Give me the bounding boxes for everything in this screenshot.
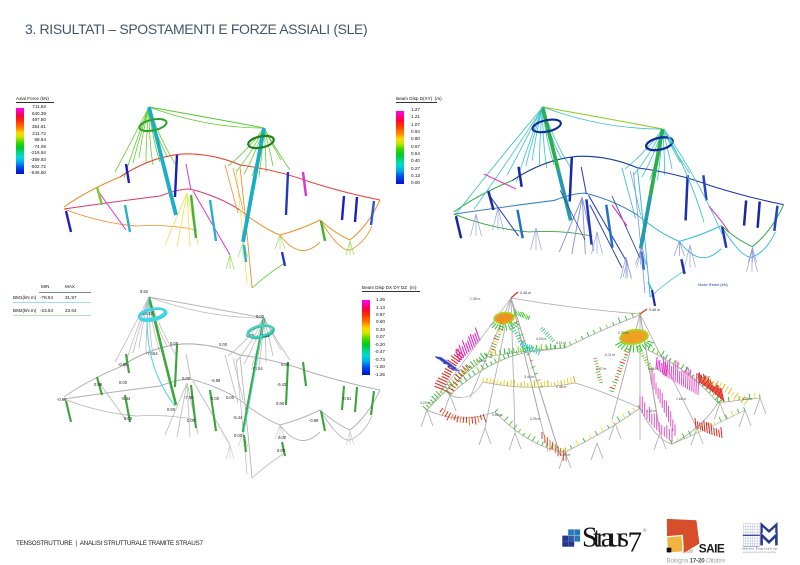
- svg-text:0.00: 0.00: [219, 342, 228, 347]
- svg-text:-0.98: -0.98: [118, 362, 128, 367]
- svg-text:SAIE: SAIE: [699, 542, 725, 556]
- svg-text:7: 7: [628, 527, 643, 559]
- svg-text:0.00: 0.00: [278, 435, 287, 440]
- svg-text:0.00: 0.00: [234, 433, 243, 438]
- svg-text:9.92: 9.92: [140, 289, 149, 294]
- svg-text:4.64 m: 4.64 m: [476, 359, 487, 363]
- svg-text:4.07 m: 4.07 m: [596, 367, 607, 371]
- svg-text:-0.98: -0.98: [57, 397, 67, 402]
- svg-text:Node React (kN): Node React (kN): [698, 282, 728, 287]
- svg-text:0.88 m: 0.88 m: [492, 413, 503, 417]
- svg-text:0.00: 0.00: [281, 362, 290, 367]
- svg-text:0.90: 0.90: [276, 401, 285, 406]
- svg-text:Matteo Engineering: Matteo Engineering: [743, 547, 777, 551]
- svg-text:-6.98: -6.98: [211, 378, 221, 383]
- svg-text:0.46 m: 0.46 m: [556, 385, 567, 389]
- svg-text:0.36 m: 0.36 m: [648, 367, 659, 371]
- svg-text:0.00: 0.00: [211, 396, 220, 401]
- svg-text:-5.44: -5.44: [233, 415, 243, 420]
- svg-text:0.00: 0.00: [226, 395, 235, 400]
- svg-text:2018: 2018: [683, 548, 693, 553]
- svg-text:engineering and consulting: engineering and consulting: [743, 550, 777, 554]
- svg-text:0.48 m: 0.48 m: [649, 308, 660, 312]
- svg-text:-0.91: -0.91: [342, 396, 352, 401]
- svg-text:®: ®: [643, 527, 647, 533]
- svg-text:3.23 m: 3.23 m: [700, 375, 711, 379]
- svg-text:0.30 m: 0.30 m: [618, 331, 629, 335]
- svg-text:0.99: 0.99: [94, 382, 103, 387]
- svg-text:-7.00: -7.00: [184, 395, 194, 400]
- svg-text:0.90: 0.90: [167, 407, 176, 412]
- svg-text:0.00: 0.00: [256, 314, 265, 319]
- svg-text:0.05 m: 0.05 m: [560, 453, 571, 457]
- svg-text:Straus: Straus: [582, 523, 629, 554]
- svg-text:0.00: 0.00: [187, 418, 196, 423]
- svg-text:3.42 m: 3.42 m: [646, 409, 657, 413]
- svg-text:5.29 m: 5.29 m: [742, 397, 753, 401]
- svg-text:4.03 m: 4.03 m: [536, 337, 547, 341]
- svg-text:0.23 m: 0.23 m: [420, 401, 431, 405]
- svg-text:1.62 m: 1.62 m: [676, 397, 687, 401]
- svg-text:0.29 m: 0.29 m: [530, 417, 541, 421]
- svg-text:0.48 m: 0.48 m: [520, 291, 531, 295]
- svg-text:Bologna 17-20 Ottobre: Bologna 17-20 Ottobre: [667, 557, 726, 564]
- svg-text:-78.54: -78.54: [146, 351, 158, 356]
- svg-text:-78.54: -78.54: [251, 366, 263, 371]
- svg-text:-0.11 m: -0.11 m: [604, 353, 615, 357]
- svg-text:3.44 m: 3.44 m: [524, 375, 535, 379]
- svg-text:0.00: 0.00: [277, 448, 286, 453]
- svg-text:0.08: 0.08: [170, 341, 179, 346]
- svg-text:4.11 m: 4.11 m: [556, 341, 566, 345]
- svg-text:-6.43: -6.43: [277, 382, 287, 387]
- svg-text:0.00: 0.00: [182, 376, 191, 381]
- svg-text:1.05 m: 1.05 m: [470, 297, 481, 301]
- svg-text:-5.44: -5.44: [121, 396, 131, 401]
- svg-text:0.00: 0.00: [119, 380, 128, 385]
- svg-text:0.00: 0.00: [124, 416, 133, 421]
- svg-text:-0.99: -0.99: [309, 418, 319, 423]
